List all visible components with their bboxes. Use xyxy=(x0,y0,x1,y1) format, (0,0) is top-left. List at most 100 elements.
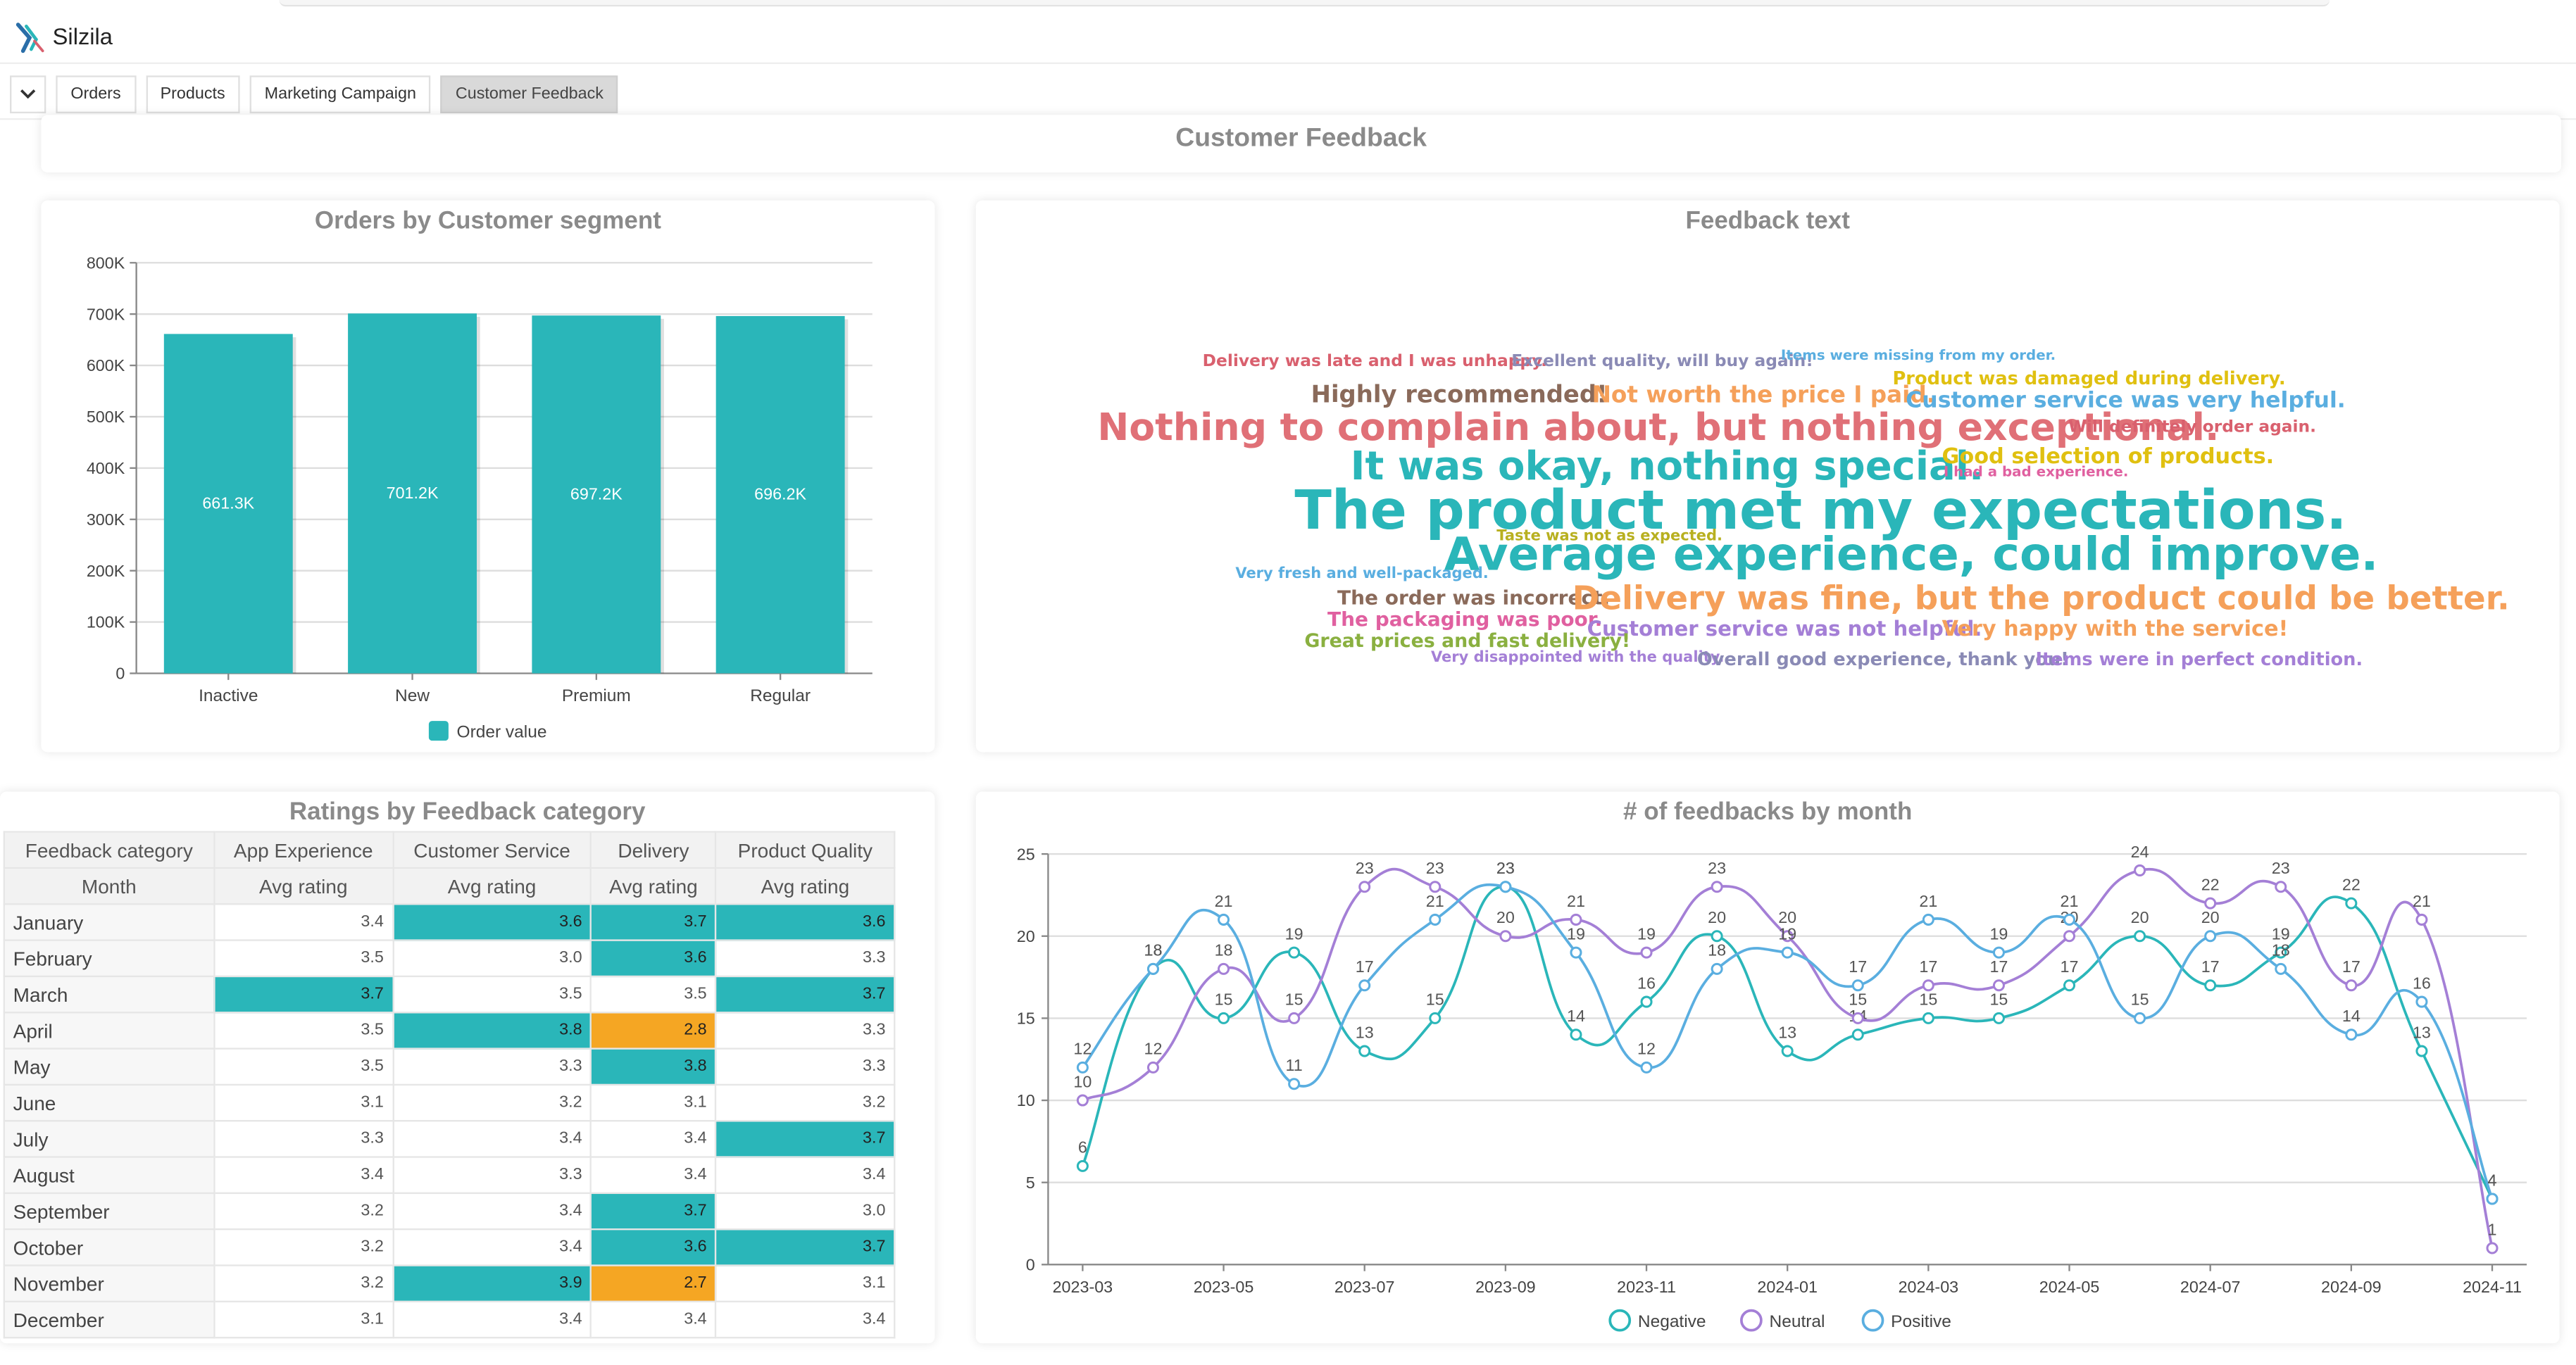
rating-cell: 3.4 xyxy=(392,1192,592,1231)
table-header-row: Feedback category App Experience Custome… xyxy=(3,831,896,869)
y-tick-label: 200K xyxy=(87,562,125,580)
rating-cell: 3.4 xyxy=(392,1300,592,1339)
data-point xyxy=(2415,995,2428,1008)
data-point xyxy=(1992,946,2005,959)
data-point xyxy=(2134,864,2146,876)
rating-cell: 3.3 xyxy=(715,1048,896,1086)
rating-cell: 3.8 xyxy=(392,1012,592,1050)
data-label: 15 xyxy=(1849,990,1867,1009)
data-point xyxy=(1781,930,1794,943)
data-label: 23 xyxy=(1496,859,1515,877)
chevron-down-icon[interactable] xyxy=(9,75,46,113)
data-label: 21 xyxy=(2061,892,2079,910)
x-tick-label: 2024-11 xyxy=(2463,1278,2522,1296)
dashboard-title-panel: Customer Feedback xyxy=(41,115,2561,172)
x-tick-label: 2024-01 xyxy=(1757,1278,1818,1296)
data-point xyxy=(1499,881,1512,893)
bar xyxy=(163,334,293,674)
data-point xyxy=(1218,1012,1230,1024)
data-label: 17 xyxy=(2201,957,2220,976)
tab-products[interactable]: Products xyxy=(145,75,240,113)
data-label: 23 xyxy=(1356,859,1374,877)
data-label: 15 xyxy=(2131,990,2149,1009)
legend-swatch xyxy=(1861,1309,1884,1332)
data-label: 20 xyxy=(1496,908,1515,926)
data-point xyxy=(1288,1078,1301,1090)
rating-cell: 3.2 xyxy=(213,1228,394,1266)
bar-value-label: 696.2K xyxy=(754,485,806,503)
rating-cell: 3.6 xyxy=(392,903,592,941)
word: Highly recommended! xyxy=(1311,382,1608,409)
data-label: 23 xyxy=(1426,859,1444,877)
data-point xyxy=(1922,1012,1934,1024)
x-tick-label: 2023-07 xyxy=(1334,1278,1395,1296)
data-label: 19 xyxy=(1778,924,1796,943)
data-label: 4 xyxy=(2488,1171,2497,1189)
data-point xyxy=(1922,913,1934,926)
data-point xyxy=(1781,946,1794,959)
rating-cell: 3.3 xyxy=(392,1048,592,1086)
x-tick-label: 2023-03 xyxy=(1053,1278,1113,1296)
data-point xyxy=(2486,1193,2499,1205)
word: Delivery was fine, but the product could… xyxy=(1572,578,2510,618)
data-label: 17 xyxy=(1919,957,1937,976)
y-tick-label: 600K xyxy=(87,356,125,375)
data-point xyxy=(1851,979,1864,992)
data-label: 17 xyxy=(2061,957,2079,976)
rating-cell: 3.4 xyxy=(213,1156,394,1195)
rating-cell: 3.1 xyxy=(590,1083,717,1122)
data-label: 10 xyxy=(1073,1072,1092,1090)
column-header: Month xyxy=(3,867,215,905)
legend-label: Negative xyxy=(1638,1312,1706,1331)
month-cell: October xyxy=(3,1228,215,1266)
data-label: 18 xyxy=(1708,941,1726,960)
data-point xyxy=(2134,1012,2146,1024)
column-header: Avg rating xyxy=(590,867,717,905)
legend-swatch xyxy=(1740,1309,1763,1332)
data-point xyxy=(1146,1061,1159,1074)
table-row: October 3.2 3.4 3.6 3.7 xyxy=(3,1228,896,1266)
rating-cell: 3.7 xyxy=(590,903,717,941)
rating-cell: 3.2 xyxy=(213,1192,394,1231)
rating-cell: 3.4 xyxy=(590,1156,717,1195)
rating-cell: 3.2 xyxy=(715,1083,896,1122)
data-point xyxy=(2063,913,2076,926)
y-tick-label: 20 xyxy=(1017,927,1035,945)
x-tick-label: 2024-03 xyxy=(1899,1278,1959,1296)
data-point xyxy=(1429,913,1442,926)
table-row: May 3.5 3.3 3.8 3.3 xyxy=(3,1048,896,1086)
data-point xyxy=(2345,979,2358,992)
tab-orders[interactable]: Orders xyxy=(56,75,136,113)
data-label: 13 xyxy=(2413,1023,2431,1041)
data-label: 22 xyxy=(2342,875,2361,893)
word: Average experience, could improve. xyxy=(1444,527,2379,581)
rating-cell: 3.5 xyxy=(590,975,717,1014)
data-label: 19 xyxy=(1989,924,2008,943)
data-label: 17 xyxy=(2342,957,2361,976)
rating-cell: 3.8 xyxy=(590,1048,717,1086)
data-label: 12 xyxy=(1073,1040,1092,1058)
y-tick-label: 800K xyxy=(87,253,125,272)
month-cell: February xyxy=(3,939,215,978)
table-row: January 3.4 3.6 3.7 3.6 xyxy=(3,903,896,941)
data-label: 14 xyxy=(2342,1007,2361,1025)
x-tick-label: 2023-09 xyxy=(1475,1278,1536,1296)
dashboard-tab-bar: Orders Products Marketing Campaign Custo… xyxy=(9,74,618,113)
data-point xyxy=(1499,930,1512,943)
x-tick-label: New xyxy=(395,686,430,705)
data-point xyxy=(2204,897,2217,910)
data-label: 21 xyxy=(1919,892,1937,910)
bar xyxy=(715,315,845,674)
data-label: 24 xyxy=(2131,843,2149,861)
data-point xyxy=(1358,1045,1371,1057)
data-point xyxy=(1640,1061,1653,1074)
data-label: 18 xyxy=(1144,941,1162,960)
column-header: Customer Service xyxy=(392,831,592,869)
data-label: 14 xyxy=(1567,1007,1585,1025)
tab-customer-feedback[interactable]: Customer Feedback xyxy=(440,75,618,113)
data-point xyxy=(1076,1094,1089,1107)
data-label: 21 xyxy=(1426,892,1444,910)
data-label: 20 xyxy=(1778,908,1796,926)
data-label: 12 xyxy=(1637,1040,1656,1058)
tab-marketing-campaign[interactable]: Marketing Campaign xyxy=(249,75,431,113)
